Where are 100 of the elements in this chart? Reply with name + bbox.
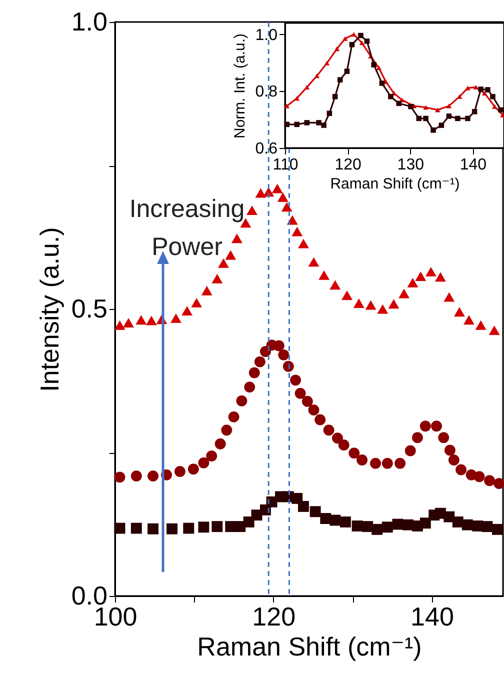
point: [130, 470, 142, 482]
point: [431, 420, 442, 432]
point: [228, 411, 240, 422]
point: [281, 202, 292, 212]
x-tick-label: 110: [272, 156, 298, 174]
point: [482, 90, 488, 96]
y-tick-label: 0.6: [255, 140, 278, 158]
point: [415, 272, 426, 282]
point: [446, 114, 452, 119]
point: [284, 122, 290, 128]
y-tick-label: 0.5: [71, 294, 108, 324]
point: [372, 524, 383, 535]
point: [148, 470, 158, 482]
point: [302, 396, 313, 407]
point: [465, 86, 470, 90]
point: [382, 458, 393, 469]
point: [298, 500, 309, 512]
point: [338, 440, 350, 451]
point: [359, 40, 365, 46]
point: [379, 80, 385, 86]
point: [254, 356, 266, 368]
y-tick-label: 1.0: [255, 26, 278, 44]
point: [304, 84, 310, 90]
y-axis-title: Intensity (a.u.): [34, 227, 64, 392]
point: [452, 516, 464, 528]
point: [420, 518, 431, 529]
point: [316, 120, 322, 126]
point: [388, 94, 394, 100]
point: [243, 516, 254, 528]
point: [482, 521, 493, 532]
point: [463, 315, 474, 325]
point: [182, 306, 193, 316]
point: [352, 520, 363, 532]
point: [244, 382, 256, 393]
point: [246, 206, 258, 216]
point: [342, 290, 352, 300]
point: [448, 454, 460, 466]
point: [114, 522, 126, 534]
point: [438, 122, 444, 128]
y-tick-label: 1.0: [71, 6, 108, 36]
point: [474, 471, 485, 482]
point: [430, 127, 436, 133]
point: [255, 188, 266, 198]
point: [396, 100, 402, 106]
point: [166, 523, 178, 534]
point: [272, 184, 283, 194]
point: [330, 280, 341, 290]
y-tick-label: 0.8: [255, 84, 278, 101]
point: [425, 266, 436, 276]
point: [122, 318, 134, 328]
x-tick-label: 140: [460, 156, 487, 174]
point: [236, 395, 248, 406]
point: [353, 298, 364, 308]
point: [475, 320, 486, 330]
point: [294, 388, 306, 399]
point: [371, 62, 376, 68]
point: [198, 457, 210, 468]
point: [332, 432, 343, 444]
point: [434, 272, 446, 282]
point: [498, 107, 504, 113]
point: [408, 104, 414, 110]
point: [218, 258, 229, 268]
point: [337, 77, 343, 82]
point: [404, 445, 416, 456]
point: [455, 116, 460, 122]
point: [348, 448, 360, 459]
point: [308, 404, 320, 416]
point: [212, 521, 223, 532]
point: [282, 360, 294, 372]
point: [183, 522, 194, 534]
point: [435, 108, 440, 112]
annotation: Increasing Power: [129, 195, 245, 261]
x-axis-title: Raman Shift (cm⁻¹): [330, 176, 460, 192]
point: [412, 432, 423, 444]
x-tick-label: 130: [397, 156, 424, 174]
point: [136, 315, 147, 325]
point: [330, 514, 341, 526]
point: [492, 524, 503, 535]
point: [484, 475, 496, 486]
point: [407, 278, 418, 288]
point: [356, 454, 368, 466]
point: [324, 60, 330, 66]
point: [188, 464, 199, 475]
point: [444, 292, 455, 302]
point: [454, 307, 465, 317]
point: [364, 38, 370, 44]
point: [214, 438, 226, 450]
point: [114, 472, 126, 483]
point: [365, 300, 376, 310]
point: [292, 226, 303, 236]
point: [323, 424, 334, 436]
point: [298, 238, 309, 248]
point: [377, 304, 388, 314]
x-axis-title: Raman Shift (cm⁻¹): [197, 632, 422, 662]
point: [294, 122, 300, 128]
y-axis-title: Norm. Int. (a.u.): [231, 33, 248, 139]
point: [146, 316, 157, 326]
point: [342, 36, 348, 41]
point: [462, 519, 473, 530]
point: [318, 270, 330, 280]
